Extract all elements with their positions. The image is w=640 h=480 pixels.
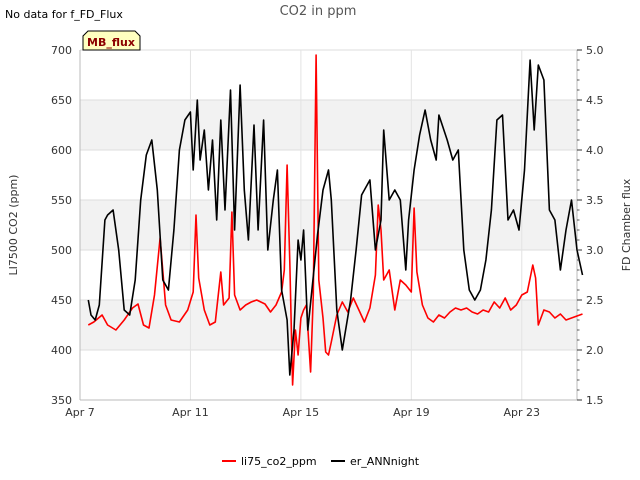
series-line-li75_co2_ppm [87, 54, 583, 386]
alternating-bands [80, 100, 577, 350]
y2-tick-label-5: 5.0 [586, 44, 604, 57]
legend-label-er-annnight: er_ANNnight [350, 455, 420, 468]
y-tick-label-500: 500 [51, 244, 72, 257]
y2-tick-label-3: 3.0 [586, 244, 604, 257]
y2-tick-label-2.5: 2.5 [586, 294, 604, 307]
x-tick-label-Apr 11: Apr 11 [172, 406, 209, 419]
y-tick-label-650: 650 [51, 94, 72, 107]
y2-axis-label: FD Chamber flux [620, 178, 633, 271]
y2-tick-label-4: 4.0 [586, 144, 604, 157]
y-tick-label-400: 400 [51, 344, 72, 357]
y-axis-label: LI7500 CO2 (ppm) [7, 175, 20, 276]
badge-label: MB_flux [87, 36, 135, 49]
x-tick-label-Apr 19: Apr 19 [393, 406, 430, 419]
x-tick-label-Apr 15: Apr 15 [283, 406, 320, 419]
series-line-er_ANNnight [87, 59, 584, 376]
badge-shape [82, 30, 141, 51]
band-400 [80, 300, 577, 350]
y2-tick-label-4.5: 4.5 [586, 94, 604, 107]
y-tick-label-600: 600 [51, 144, 72, 157]
y2-tick-label-3.5: 3.5 [586, 194, 604, 207]
x-ticks: Apr 7 Apr 11 Apr 15 Apr 19 Apr 23 [65, 406, 540, 419]
mb-flux-badge: MB_flux [82, 30, 141, 51]
y-tick-label-700: 700 [51, 44, 72, 57]
right-y-ticks: 1.5 2.0 2.5 3.0 3.5 4.0 4.5 5.0 [577, 44, 604, 407]
legend: li75_co2_ppm er_ANNnight [222, 455, 420, 468]
series-lines [87, 54, 584, 386]
x-tick-label-Apr 23: Apr 23 [504, 406, 541, 419]
y2-tick-label-1.5: 1.5 [586, 394, 604, 407]
y-tick-label-350: 350 [51, 394, 72, 407]
y2-tick-label-2: 2.0 [586, 344, 604, 357]
left-y-ticks: 350 400 450 500 550 600 650 700 [51, 44, 72, 407]
no-data-notice: No data for f_FD_Flux [5, 8, 123, 21]
band-500 [80, 200, 577, 250]
x-tick-label-Apr 7: Apr 7 [65, 406, 95, 419]
y-tick-label-450: 450 [51, 294, 72, 307]
band-600 [80, 100, 577, 150]
chart-title: CO2 in ppm [280, 4, 357, 19]
y-tick-label-550: 550 [51, 194, 72, 207]
legend-label-li75-co2-ppm: li75_co2_ppm [241, 455, 317, 468]
